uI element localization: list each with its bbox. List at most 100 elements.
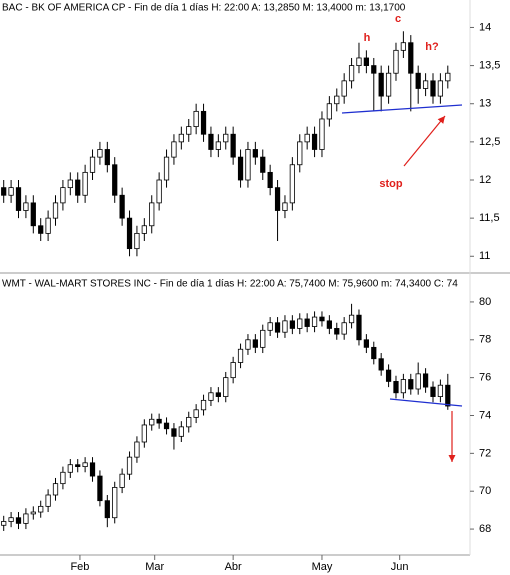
candle-body — [119, 473, 125, 488]
y-tick-label: 74 — [479, 409, 491, 421]
annotation: h — [364, 32, 371, 44]
candle-body — [348, 65, 355, 82]
x-tick-label: Feb — [70, 561, 89, 573]
candle-body — [415, 72, 421, 89]
candle-body — [171, 141, 177, 158]
candle-body — [430, 80, 436, 97]
candle-body — [45, 217, 51, 234]
candle-body — [445, 384, 451, 407]
candle-body — [223, 377, 229, 397]
candle-body — [200, 110, 207, 135]
candle-body — [393, 381, 399, 394]
candle-body — [75, 464, 81, 468]
candle-body — [193, 409, 199, 418]
y-tick-label: 78 — [479, 334, 491, 346]
candle-body — [156, 179, 162, 204]
candle-body — [15, 187, 22, 211]
candle-body — [67, 179, 73, 189]
annotation: h? — [425, 41, 439, 53]
y-tick-label: 72 — [479, 447, 491, 459]
annotation: stop — [379, 178, 403, 190]
candle-body — [422, 373, 429, 388]
candle-body — [408, 379, 414, 390]
candle-body — [208, 392, 214, 401]
candle-body — [304, 318, 310, 327]
y-tick-label: 68 — [479, 523, 491, 535]
y-tick-label: 76 — [479, 372, 491, 384]
candle-body — [319, 316, 325, 322]
y-tick-label: 12 — [479, 174, 491, 186]
candle-body — [230, 362, 236, 379]
candle-body — [341, 322, 347, 335]
candle-body — [156, 418, 162, 424]
candle-body — [385, 369, 392, 382]
candle-body — [363, 57, 369, 66]
candle-body — [200, 399, 207, 411]
candle-body — [97, 475, 103, 502]
candle-body — [141, 424, 147, 443]
candle-body — [408, 42, 414, 74]
candle-body — [134, 232, 140, 250]
candle-body — [223, 133, 229, 143]
candle-body — [60, 471, 66, 485]
candle-body — [186, 126, 192, 135]
y-tick-label: 12,5 — [479, 136, 500, 148]
candle-body — [52, 202, 59, 219]
candle-body — [400, 42, 407, 51]
candle-body — [334, 95, 340, 105]
candle-body — [163, 156, 170, 181]
x-tick-label: Abr — [225, 561, 242, 573]
candle-body — [215, 141, 221, 150]
y-tick-label: 13 — [479, 98, 491, 110]
candle-body — [178, 133, 184, 143]
candle-body — [1, 187, 7, 196]
x-tick-label: Mar — [145, 561, 164, 573]
y-tick-label: 80 — [479, 296, 491, 308]
candle-body — [311, 316, 318, 327]
candle-body — [274, 187, 281, 211]
candle-body — [363, 339, 369, 348]
candle-body — [60, 187, 66, 204]
candle-body — [38, 225, 44, 234]
candle-body — [97, 149, 103, 158]
candle-body — [252, 149, 258, 158]
candle-body — [319, 118, 325, 150]
candle-body — [119, 194, 125, 219]
candle-body — [311, 133, 318, 150]
candle-body — [149, 202, 155, 227]
candle-body — [348, 314, 355, 324]
candle-body — [67, 464, 73, 473]
candle-body — [378, 72, 384, 97]
candle-body — [289, 164, 295, 204]
candle-body — [356, 314, 362, 341]
candle-body — [141, 225, 147, 234]
candle-body — [52, 483, 59, 496]
neckline — [389, 398, 463, 407]
candle-body — [378, 358, 384, 371]
candle-body — [260, 329, 266, 348]
candle-body — [89, 156, 96, 173]
candle-body — [260, 156, 266, 173]
candle-body — [245, 149, 251, 181]
candle-body — [282, 202, 288, 211]
candle-body — [75, 179, 81, 196]
neckline — [341, 104, 463, 114]
candle-body — [297, 141, 303, 166]
candle-body — [163, 422, 170, 430]
candle-body — [371, 346, 377, 360]
x-tick-label: Jun — [391, 561, 409, 573]
candle-body — [415, 373, 421, 390]
candle-body — [8, 517, 14, 522]
candle-body — [112, 487, 118, 519]
y-tick-label: 13,5 — [479, 59, 500, 71]
candle-body — [393, 49, 399, 74]
candle-body — [1, 521, 7, 526]
candle-body — [38, 505, 44, 513]
y-tick-label: 11,5 — [479, 212, 500, 224]
candle-body — [326, 320, 332, 329]
candle-body — [30, 511, 36, 515]
candle-body — [422, 80, 429, 89]
candle-body — [334, 328, 340, 335]
y-tick-label: 70 — [479, 485, 491, 497]
